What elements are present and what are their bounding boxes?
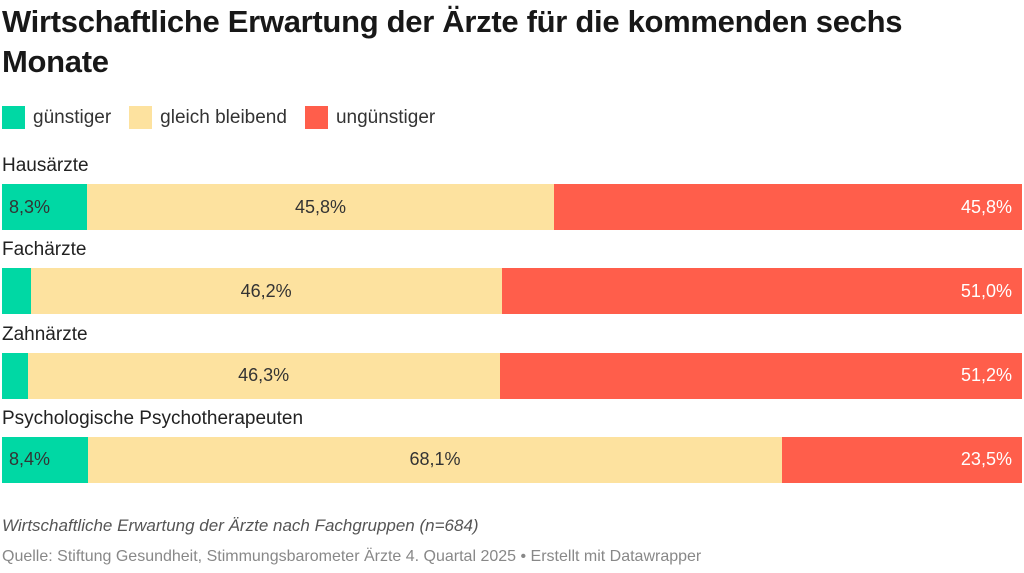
chart-source: Quelle: Stiftung Gesundheit, Stimmungsba… bbox=[2, 548, 702, 565]
chart-note: Wirtschaftliche Erwartung der Ärzte nach… bbox=[2, 516, 479, 535]
data-label: 46,3% bbox=[238, 365, 290, 386]
bar-segment: 51,2% bbox=[499, 352, 1022, 399]
bar-segment: 45,8% bbox=[554, 184, 1022, 230]
bar-segment: 46,2% bbox=[30, 268, 502, 315]
data-label: 68,1% bbox=[409, 449, 461, 470]
data-label: 51,2% bbox=[960, 365, 1012, 386]
data-label: 23,5% bbox=[960, 449, 1012, 470]
bar-segment: 8,4% bbox=[2, 436, 88, 483]
legend-item: günstiger bbox=[2, 106, 111, 129]
legend-label: gleich bleibend bbox=[160, 106, 287, 128]
row-label: Hausärzte bbox=[2, 155, 89, 176]
legend-label: ungünstiger bbox=[335, 106, 436, 128]
bar-segment: 45,8% bbox=[86, 184, 555, 230]
bar-segment: 8,3% bbox=[2, 184, 87, 230]
data-label: 45,8% bbox=[295, 196, 347, 217]
data-label: 8,4% bbox=[9, 449, 51, 470]
row-label: Zahnärzte bbox=[2, 323, 88, 345]
chart-title: Wirtschaftliche Erwartung der Ärzte für … bbox=[2, 4, 903, 79]
stacked-bar: 46,2% 51,0% bbox=[2, 268, 1022, 315]
legend-item: ungünstiger bbox=[304, 106, 436, 129]
data-label: 45,8% bbox=[960, 196, 1012, 217]
row-label: Fachärzte bbox=[2, 239, 87, 261]
data-label: 46,2% bbox=[240, 280, 292, 301]
legend-item: gleich bleibend bbox=[129, 106, 287, 129]
legend-swatch bbox=[129, 106, 153, 129]
stacked-bar: 8,3% 45,8% 45,8% bbox=[2, 184, 1022, 230]
bar-segment: 51,0% bbox=[501, 268, 1022, 315]
data-label: 8,3% bbox=[9, 196, 51, 217]
legend: günstiger gleich bleibend ungünstiger bbox=[2, 106, 453, 129]
stacked-bar: 8,4% 68,1% 23,5% bbox=[2, 436, 1022, 483]
legend-swatch bbox=[304, 106, 328, 129]
legend-swatch bbox=[2, 106, 25, 129]
row-label: Psychologische Psychotherapeuten bbox=[2, 407, 304, 429]
bar-segment bbox=[2, 268, 31, 315]
legend-label: günstiger bbox=[33, 106, 112, 128]
data-label: 51,0% bbox=[960, 280, 1012, 301]
bar-segment: 68,1% bbox=[87, 436, 783, 483]
bar-segment: 23,5% bbox=[782, 436, 1022, 483]
bar-segment bbox=[2, 352, 28, 399]
stacked-bar: 46,3% 51,2% bbox=[2, 352, 1022, 399]
bar-segment: 46,3% bbox=[27, 352, 500, 399]
